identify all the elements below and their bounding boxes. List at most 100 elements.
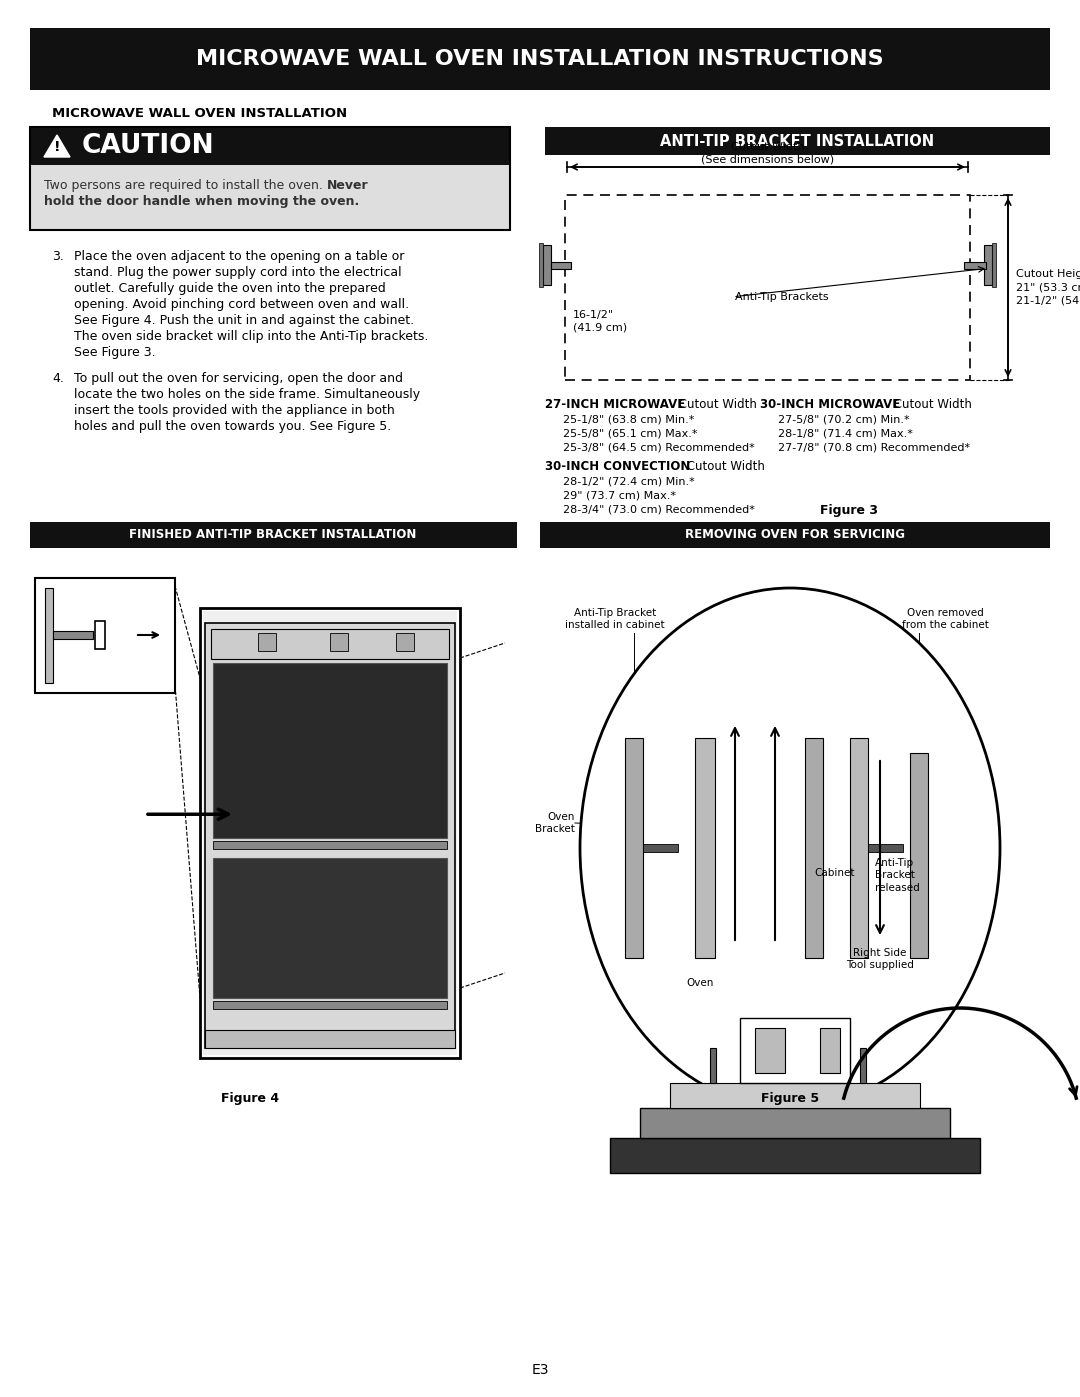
Bar bbox=[30, 127, 510, 165]
Text: The oven side bracket will clip into the Anti-Tip brackets.: The oven side bracket will clip into the… bbox=[66, 330, 429, 344]
Ellipse shape bbox=[580, 588, 1000, 1108]
Text: opening. Avoid pinching cord between oven and wall.: opening. Avoid pinching cord between ove… bbox=[66, 298, 409, 312]
Text: E3: E3 bbox=[531, 1363, 549, 1377]
Bar bbox=[35, 578, 175, 693]
Text: Anti-Tip Brackets: Anti-Tip Brackets bbox=[735, 292, 828, 302]
Bar bbox=[984, 246, 993, 285]
Text: stand. Plug the power supply cord into the electrical: stand. Plug the power supply cord into t… bbox=[66, 265, 402, 279]
Text: See Figure 3.: See Figure 3. bbox=[66, 346, 156, 359]
Text: Oven
Bracket: Oven Bracket bbox=[535, 812, 575, 834]
Bar bbox=[643, 844, 678, 852]
Text: To pull out the oven for servicing, open the door and: To pull out the oven for servicing, open… bbox=[66, 372, 403, 386]
Text: 27-5/8" (70.2 cm) Min.*: 27-5/8" (70.2 cm) Min.* bbox=[778, 414, 909, 425]
Text: Figure 3: Figure 3 bbox=[820, 504, 878, 517]
Text: Right Side
Tool supplied: Right Side Tool supplied bbox=[846, 949, 914, 971]
Text: FINISHED ANTI-TIP BRACKET INSTALLATION: FINISHED ANTI-TIP BRACKET INSTALLATION bbox=[130, 528, 417, 542]
Bar bbox=[540, 522, 1050, 548]
Text: 16-1/2"
(41.9 cm): 16-1/2" (41.9 cm) bbox=[573, 310, 627, 332]
Text: Oven removed
from the cabinet: Oven removed from the cabinet bbox=[902, 608, 988, 630]
Text: Figure 4: Figure 4 bbox=[221, 1092, 279, 1105]
Bar bbox=[610, 1139, 980, 1173]
Bar bbox=[670, 1083, 920, 1108]
Bar bbox=[755, 1028, 785, 1073]
Text: Place the oven adjacent to the opening on a table or: Place the oven adjacent to the opening o… bbox=[66, 250, 404, 263]
Bar bbox=[53, 631, 93, 638]
Bar bbox=[625, 738, 643, 958]
Text: 28-1/2" (72.4 cm) Min.*: 28-1/2" (72.4 cm) Min.* bbox=[563, 476, 694, 486]
Bar bbox=[868, 844, 903, 852]
Bar bbox=[30, 522, 517, 548]
Bar bbox=[45, 588, 53, 683]
Text: Cutout Height
21" (53.3 cm) Min.*
21-1/2" (54.6 cm) Max.*: Cutout Height 21" (53.3 cm) Min.* 21-1/2… bbox=[1016, 270, 1080, 306]
Text: Figure 5: Figure 5 bbox=[761, 1092, 819, 1105]
Bar bbox=[850, 738, 868, 958]
Bar bbox=[205, 1030, 455, 1048]
Text: Two persons are required to install the oven.: Two persons are required to install the … bbox=[44, 179, 330, 191]
Text: locate the two holes on the side frame. Simultaneously: locate the two holes on the side frame. … bbox=[66, 388, 420, 401]
Text: Cutout Width
(See dimensions below): Cutout Width (See dimensions below) bbox=[701, 141, 834, 163]
Text: insert the tools provided with the appliance in both: insert the tools provided with the appli… bbox=[66, 404, 395, 416]
Bar bbox=[820, 1028, 840, 1073]
Bar bbox=[910, 753, 928, 958]
Text: 25-3/8" (64.5 cm) Recommended*: 25-3/8" (64.5 cm) Recommended* bbox=[563, 441, 755, 453]
Bar bbox=[30, 165, 510, 231]
Bar bbox=[30, 127, 510, 231]
Bar bbox=[330, 633, 348, 651]
Text: Cutout Width: Cutout Width bbox=[675, 398, 757, 411]
Bar bbox=[543, 246, 551, 285]
Text: MICROWAVE WALL OVEN INSTALLATION INSTRUCTIONS: MICROWAVE WALL OVEN INSTALLATION INSTRUC… bbox=[197, 49, 883, 68]
Text: 27-INCH MICROWAVE: 27-INCH MICROWAVE bbox=[545, 398, 685, 411]
Polygon shape bbox=[44, 136, 70, 156]
Text: hold the door handle when moving the oven.: hold the door handle when moving the ove… bbox=[44, 196, 360, 208]
Bar bbox=[95, 622, 105, 650]
Bar bbox=[211, 629, 449, 659]
Text: 3.: 3. bbox=[52, 250, 64, 263]
Bar bbox=[545, 127, 1050, 155]
Text: 25-5/8" (65.1 cm) Max.*: 25-5/8" (65.1 cm) Max.* bbox=[563, 427, 698, 439]
Bar bbox=[200, 608, 460, 1058]
Text: Cabinet: Cabinet bbox=[814, 868, 854, 877]
Text: 29" (73.7 cm) Max.*: 29" (73.7 cm) Max.* bbox=[563, 490, 676, 500]
Text: Oven: Oven bbox=[686, 978, 714, 988]
Text: 28-1/8" (71.4 cm) Max.*: 28-1/8" (71.4 cm) Max.* bbox=[778, 427, 913, 439]
Text: 25-1/8" (63.8 cm) Min.*: 25-1/8" (63.8 cm) Min.* bbox=[563, 414, 694, 425]
Text: CAUTION: CAUTION bbox=[82, 133, 215, 159]
Bar bbox=[213, 841, 447, 849]
Text: Never: Never bbox=[327, 179, 368, 191]
Text: outlet. Carefully guide the oven into the prepared: outlet. Carefully guide the oven into th… bbox=[66, 282, 386, 295]
Bar bbox=[213, 858, 447, 997]
Text: 28-3/4" (73.0 cm) Recommended*: 28-3/4" (73.0 cm) Recommended* bbox=[563, 504, 755, 514]
Text: ANTI-TIP BRACKET INSTALLATION: ANTI-TIP BRACKET INSTALLATION bbox=[661, 134, 934, 148]
Text: 30-INCH MICROWAVE: 30-INCH MICROWAVE bbox=[760, 398, 901, 411]
Bar bbox=[740, 1018, 850, 1083]
Text: Cutout Width: Cutout Width bbox=[890, 398, 972, 411]
Bar bbox=[565, 196, 970, 380]
Bar bbox=[964, 263, 986, 270]
Text: See Figure 4. Push the unit in and against the cabinet.: See Figure 4. Push the unit in and again… bbox=[66, 314, 414, 327]
Text: 27-7/8" (70.8 cm) Recommended*: 27-7/8" (70.8 cm) Recommended* bbox=[778, 441, 970, 453]
Text: Cutout Width: Cutout Width bbox=[683, 460, 765, 474]
Bar bbox=[710, 1048, 716, 1083]
Bar bbox=[860, 1048, 866, 1083]
Text: Anti-Tip
Bracket
released: Anti-Tip Bracket released bbox=[875, 858, 920, 893]
Bar bbox=[696, 738, 715, 958]
Bar bbox=[258, 633, 276, 651]
Text: Anti-Tip Bracket
installed in cabinet: Anti-Tip Bracket installed in cabinet bbox=[565, 608, 665, 630]
Bar bbox=[993, 243, 996, 288]
Bar bbox=[203, 610, 457, 1055]
Bar bbox=[213, 664, 447, 838]
Bar bbox=[213, 1002, 447, 1009]
Text: holes and pull the oven towards you. See Figure 5.: holes and pull the oven towards you. See… bbox=[66, 420, 391, 433]
Bar bbox=[640, 1108, 950, 1139]
Text: 4.: 4. bbox=[52, 372, 64, 386]
Bar bbox=[551, 263, 571, 270]
Text: REMOVING OVEN FOR SERVICING: REMOVING OVEN FOR SERVICING bbox=[685, 528, 905, 542]
Bar bbox=[205, 623, 455, 1048]
Bar bbox=[396, 633, 414, 651]
Bar bbox=[539, 243, 543, 288]
Text: !: ! bbox=[54, 140, 60, 154]
Bar bbox=[805, 738, 823, 958]
Text: 30-INCH CONVECTION: 30-INCH CONVECTION bbox=[545, 460, 690, 474]
Text: MICROWAVE WALL OVEN INSTALLATION: MICROWAVE WALL OVEN INSTALLATION bbox=[52, 108, 347, 120]
Bar bbox=[30, 28, 1050, 89]
